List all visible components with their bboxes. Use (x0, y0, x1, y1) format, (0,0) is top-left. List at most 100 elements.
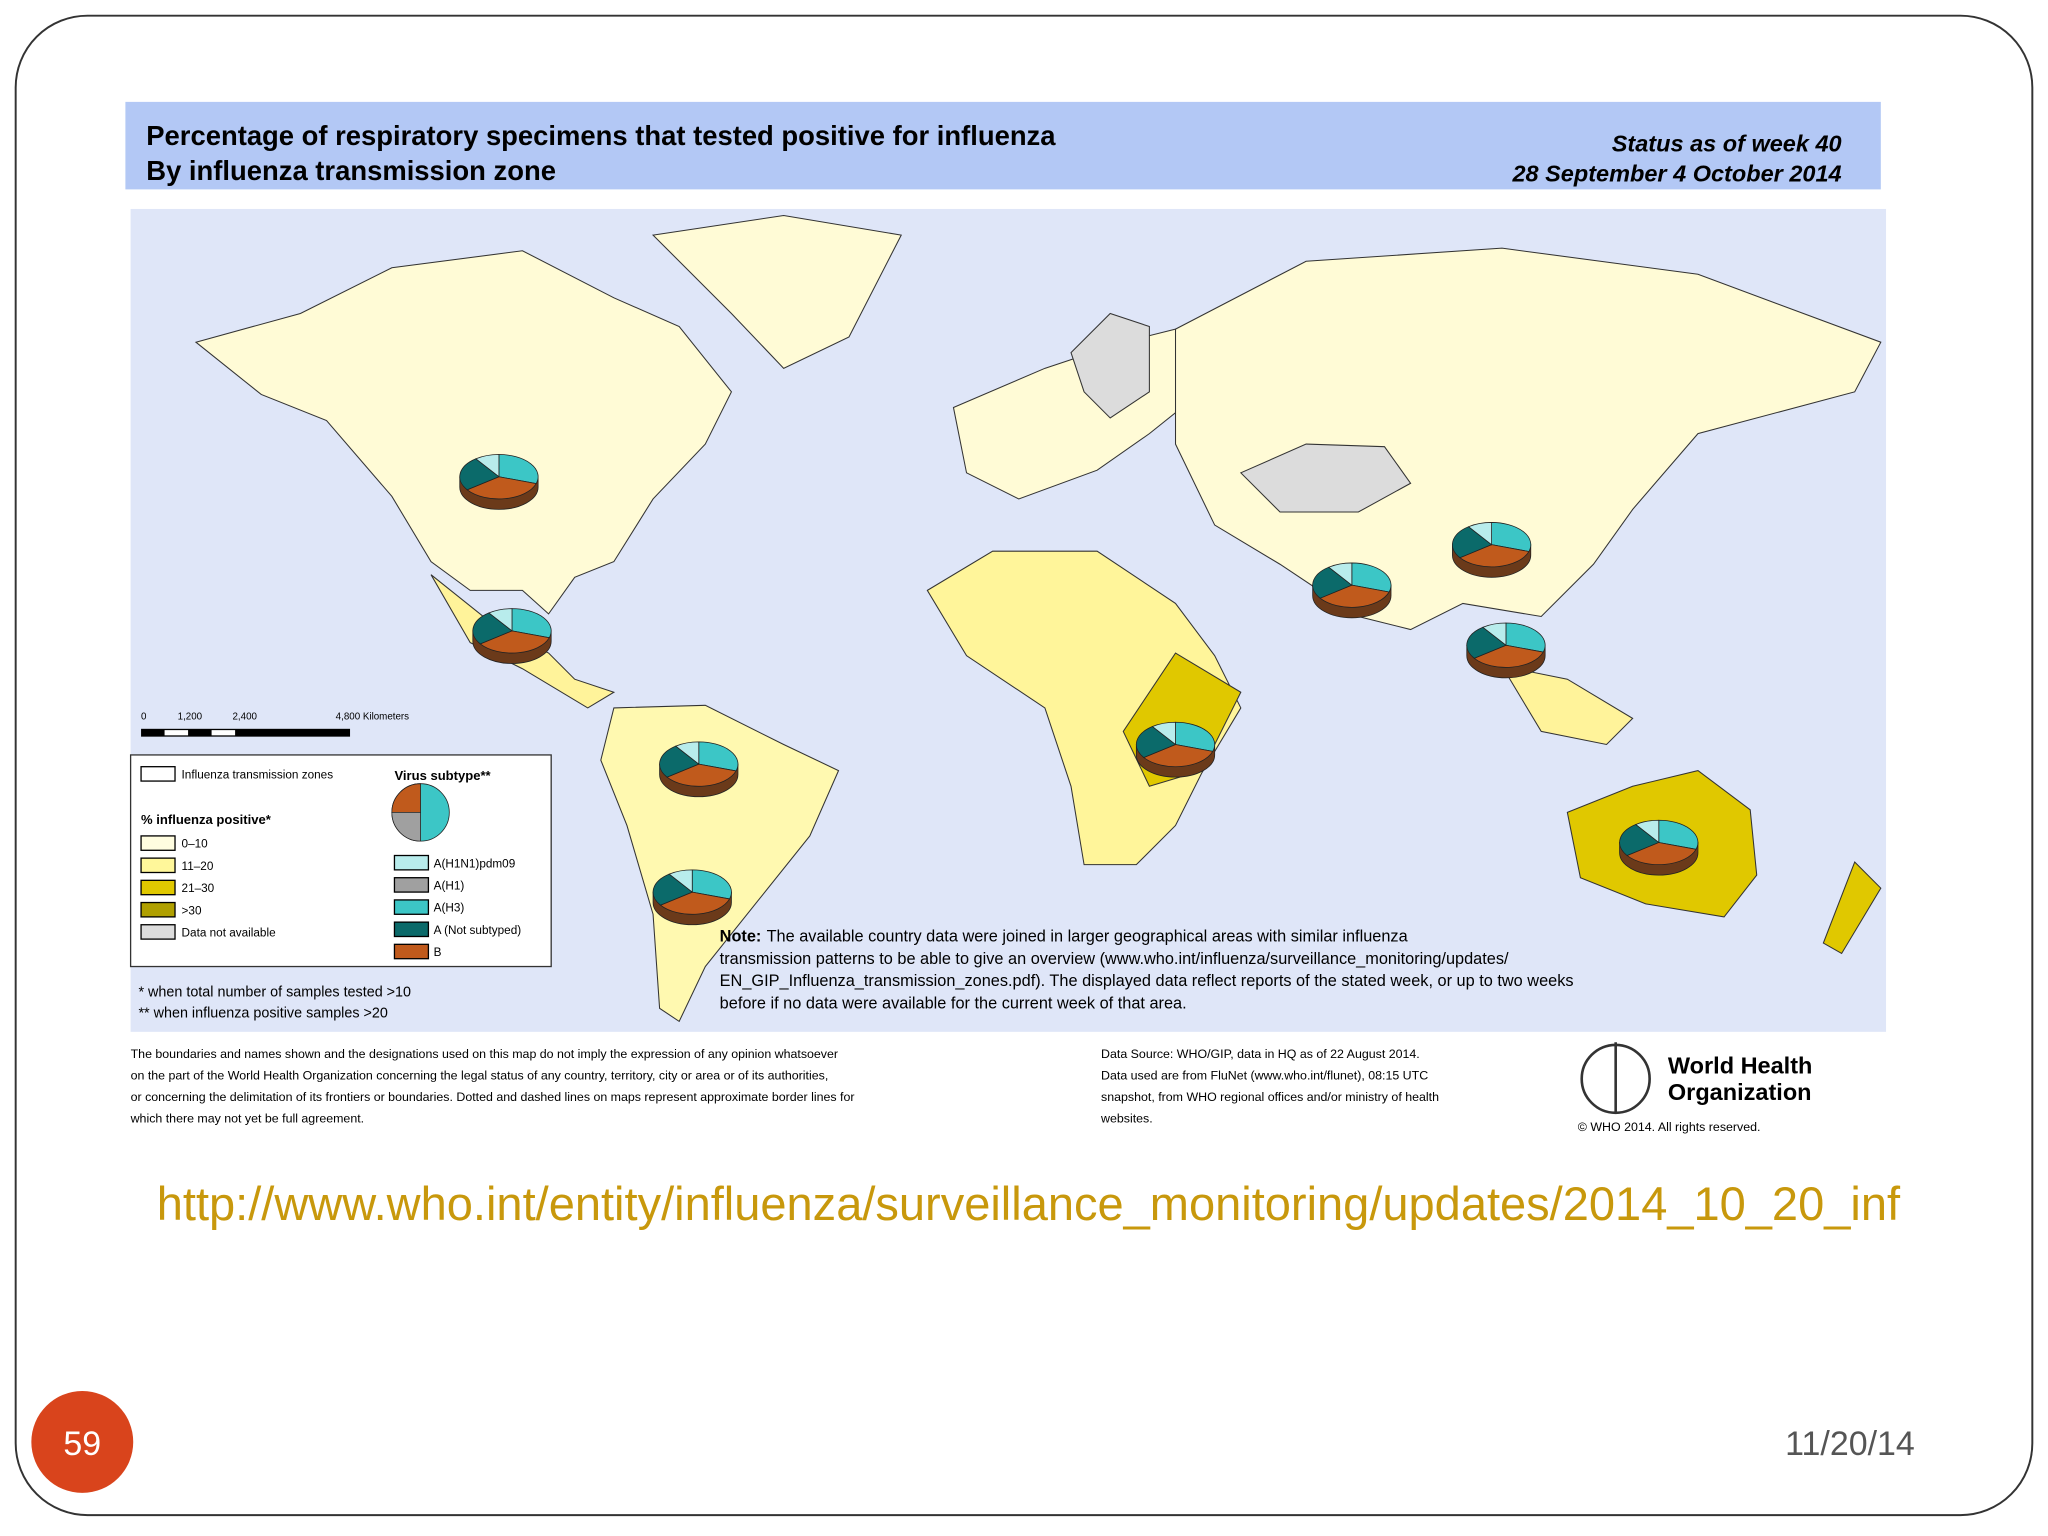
pie-slice (1328, 562, 1353, 586)
pie-slice (466, 476, 537, 500)
legend-swatch (140, 835, 176, 851)
indonesia (1500, 665, 1634, 746)
legend-label: A (Not subtyped) (434, 924, 522, 937)
scale-bar-segment (164, 730, 189, 736)
legend-swatch (140, 879, 176, 896)
slide-date: 11/20/14 (1785, 1425, 1915, 1463)
disclaimer: The boundaries and names shown and the d… (131, 1047, 838, 1061)
legend-swatch (140, 857, 176, 874)
legend-title: Virus subtype** (394, 768, 491, 783)
pie-slice (691, 869, 732, 900)
legend-swatch (393, 921, 430, 938)
pie-slice (498, 454, 539, 485)
pie-slice (1626, 842, 1697, 866)
note-text: before if no data were available for the… (720, 994, 1187, 1012)
legend-label: A(H1N1)pdm09 (434, 857, 516, 870)
pie-slice (1319, 584, 1390, 608)
data-source: Data used are from FluNet (www.who.int/f… (1101, 1069, 1428, 1083)
legend-swatch (140, 766, 176, 782)
africa (926, 550, 1242, 866)
legend-swatch (393, 899, 430, 915)
pie-slice (472, 612, 513, 645)
pie-slice (659, 891, 731, 915)
who-emblem (1580, 1042, 1651, 1115)
pie-slice (475, 454, 500, 478)
source-url: http://www.who.int/entity/influenza/surv… (157, 1177, 1901, 1230)
pie-slice (1491, 522, 1532, 552)
pie-slice (698, 741, 739, 772)
data-source: websites. (1100, 1112, 1153, 1126)
pie-slice (1135, 726, 1177, 758)
legend-label: Data not available (182, 926, 277, 939)
legend-label: A(H1) (434, 879, 465, 892)
copyright: © WHO 2014. All rights reserved. (1578, 1120, 1761, 1134)
pie-slice (674, 741, 700, 765)
data-source: snapshot, from WHO regional offices and/… (1101, 1090, 1439, 1104)
note-text: The available country data were joined i… (767, 928, 1409, 946)
legend-label: B (434, 946, 442, 959)
scale-bar-segment (211, 730, 236, 736)
who-name: Organization (1668, 1079, 1812, 1105)
scale-label: 0 (141, 712, 147, 723)
scandinavia (1070, 312, 1150, 419)
pie-slice (1312, 566, 1353, 599)
legend-box (129, 754, 552, 968)
note: Note: The available country data were joi… (720, 928, 1409, 946)
legend-swatch (393, 943, 430, 960)
pie-slice (459, 458, 500, 491)
pie-slice (1482, 622, 1507, 647)
status: Status as of week 40 (1612, 131, 1842, 157)
north-america (194, 250, 733, 615)
pie-slice (668, 869, 693, 893)
data-source: Data Source: WHO/GIP, data in HQ as of 2… (1101, 1047, 1420, 1061)
disclaimer: or concerning the delimitation of its fr… (131, 1090, 855, 1104)
pie-slice (511, 608, 552, 639)
disclaimer: on the part of the World Health Organiza… (131, 1069, 829, 1083)
pie-slice (1467, 522, 1492, 546)
pie-slice (479, 630, 550, 654)
note-label: Note: (720, 928, 762, 946)
pie-slice (1175, 721, 1216, 752)
legend-label: 11–20 (182, 860, 214, 873)
pie-slice (1466, 626, 1507, 659)
legend-pie-slice (391, 783, 421, 813)
pie-slice (1473, 644, 1544, 668)
pie-slice (659, 745, 700, 778)
footnote: ** when influenza positive samples >20 (138, 1005, 387, 1021)
status-dates: 28 September 4 October 2014 (1511, 161, 1841, 187)
legend-swatch (393, 877, 430, 893)
greenland (651, 214, 903, 369)
who-name: World Health (1668, 1053, 1813, 1079)
pie-slice (1459, 544, 1530, 568)
legend-swatch (140, 901, 176, 918)
pie-slice (1143, 744, 1214, 768)
pie-slice (652, 873, 694, 906)
legend-label: 21–30 (182, 882, 215, 895)
scale-label: 1,200 (178, 712, 203, 723)
pie-slice (1658, 819, 1699, 850)
pie-slice (1351, 562, 1392, 593)
legend-label: >30 (182, 904, 202, 917)
legend-title: % influenza positive* (141, 812, 272, 827)
pie-slice (488, 608, 513, 632)
legend-label: A(H3) (434, 902, 465, 915)
title: Percentage of respiratory specimens that… (146, 120, 1056, 151)
scale-bar-segment (141, 728, 351, 737)
slide-number: 59 (63, 1425, 101, 1463)
disclaimer: which there may not yet be full agreemen… (130, 1112, 364, 1126)
scale-bar (141, 728, 351, 737)
pie-slice (1634, 819, 1660, 844)
pie-slice (1151, 721, 1176, 746)
title: By influenza transmission zone (146, 155, 556, 186)
header-band (125, 101, 1881, 190)
legend-swatch (393, 854, 430, 871)
footnote: * when total number of samples tested >1… (138, 985, 411, 1001)
legend-label: 0–10 (182, 838, 209, 851)
scale-label: 2,400 (232, 712, 257, 723)
legend-label: Influenza transmission zones (182, 768, 334, 781)
south-america (600, 704, 840, 1023)
new-zealand (1822, 861, 1882, 955)
pie-slice (1505, 622, 1546, 653)
